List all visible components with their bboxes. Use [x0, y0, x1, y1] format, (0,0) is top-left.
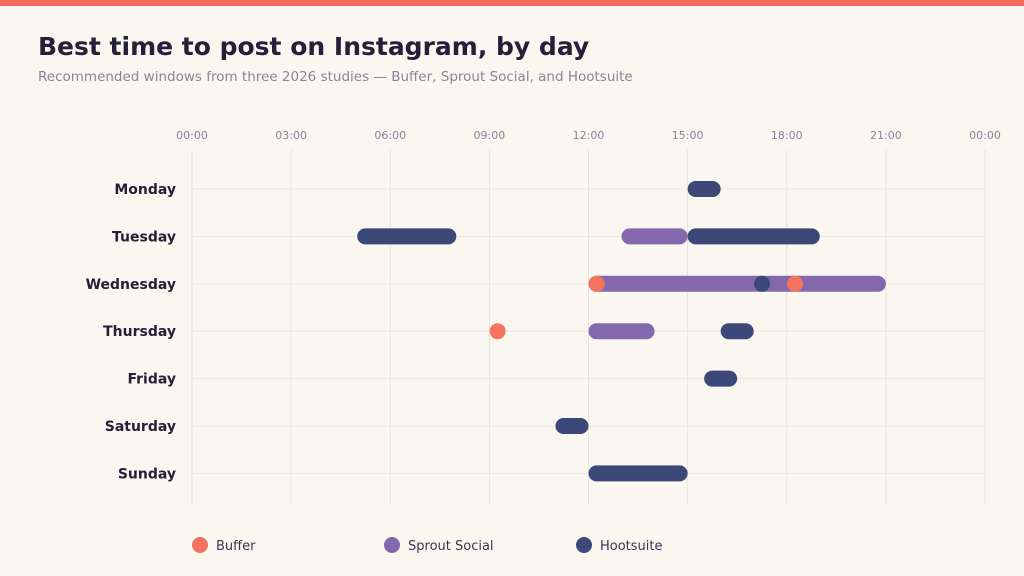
legend-label-hootsuite: Hootsuite	[600, 539, 663, 554]
hootsuite-range-bar	[720, 323, 754, 340]
legend: Buffer Sprout Social Hootsuite	[192, 537, 663, 554]
hootsuite-range-bar	[687, 228, 820, 245]
day-label-wednesday: Wednesday	[86, 277, 176, 293]
sprout-social-range-bar	[588, 323, 655, 340]
x-tick-label: 12:00	[573, 129, 605, 142]
x-tick-label: 03:00	[275, 129, 307, 142]
x-axis-ticks: 00:00 03:00 06:00 09:00 12:00 15:00 18:00 21:00…	[176, 129, 1001, 142]
day-label-thursday: Thursday	[103, 324, 176, 340]
hootsuite-range-bar	[704, 370, 738, 387]
legend-swatch-sprout-social	[384, 537, 400, 553]
day-label-saturday: Saturday	[105, 419, 176, 435]
legend-swatch-hootsuite	[576, 537, 592, 553]
day-labels: Monday Tuesday Wednesday Thursday Friday Satu…	[86, 182, 176, 482]
hootsuite-range-bar	[555, 418, 589, 434]
chart-title: Best time to post on Instagram, by day	[38, 32, 590, 61]
hootsuite-range-bar	[687, 181, 721, 197]
grid-lines	[191, 150, 986, 504]
sprout-social-range-bar	[588, 275, 886, 292]
chart-marks	[357, 181, 886, 482]
hootsuite-range-bar	[588, 465, 688, 482]
x-tick-label: 18:00	[771, 129, 803, 142]
x-tick-label: 00:00	[969, 129, 1001, 142]
x-tick-label: 06:00	[374, 129, 406, 142]
x-tick-label: 00:00	[176, 129, 208, 142]
day-label-sunday: Sunday	[118, 466, 176, 482]
hootsuite-point	[753, 275, 770, 292]
chart-subtitle: Recommended windows from three 2026 stud…	[38, 69, 633, 85]
legend-label-sprout-social: Sprout Social	[408, 539, 494, 554]
legend-swatch-buffer	[192, 537, 208, 553]
day-label-monday: Monday	[114, 182, 176, 198]
top-accent-bar	[0, 0, 1024, 6]
legend-label-buffer: Buffer	[216, 539, 256, 554]
hootsuite-range-bar	[357, 228, 457, 245]
x-tick-label: 15:00	[672, 129, 704, 142]
day-label-tuesday: Tuesday	[112, 229, 176, 245]
x-tick-label: 21:00	[870, 129, 902, 142]
buffer-point	[489, 323, 506, 340]
day-label-friday: Friday	[127, 372, 176, 388]
x-tick-label: 09:00	[474, 129, 506, 142]
sprout-social-range-bar	[621, 228, 688, 245]
buffer-point	[588, 275, 605, 292]
buffer-point	[787, 275, 804, 292]
